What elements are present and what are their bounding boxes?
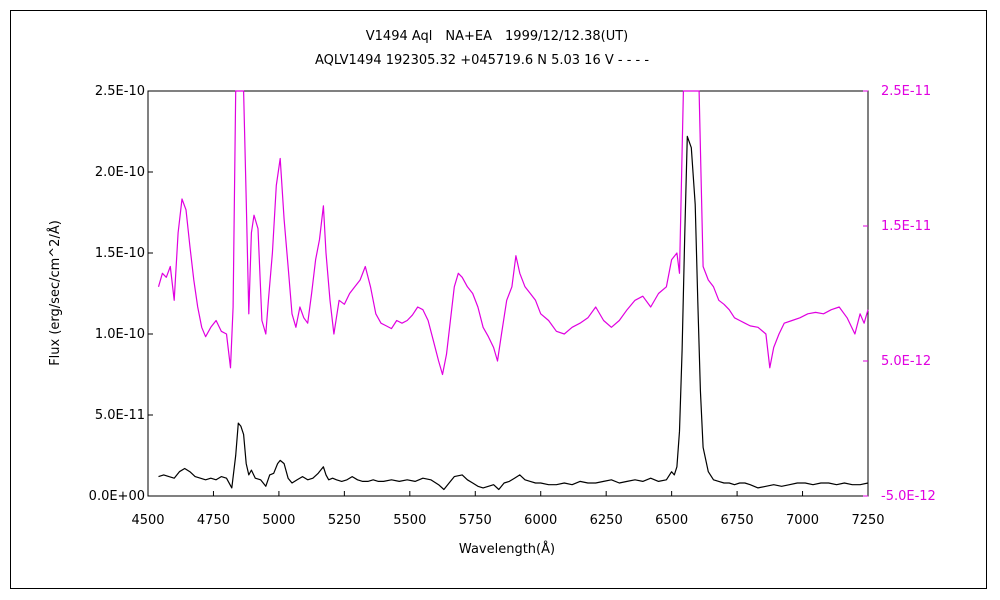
x-tick-label: 7250 <box>851 513 884 528</box>
y2-tick-label: -5.0E-12 <box>881 489 936 504</box>
series-group <box>157 90 869 491</box>
y-axis-label: Flux (erg/sec/cm^2/Å) <box>47 220 63 366</box>
x-tick-label: 4750 <box>197 513 230 528</box>
x-tick-label: 5000 <box>262 513 295 528</box>
y-axis-right: -5.0E-12 5.0E-12 1.5E-11 2.5E-11 <box>863 84 936 504</box>
x-tick-label: 5750 <box>459 513 492 528</box>
y-axis-left: 0.0E+00 5.0E-11 1.0E-10 1.5E-10 2.0E-10 2.5E-… <box>89 84 153 504</box>
y-tick-label: 2.5E-10 <box>95 84 145 99</box>
y2-tick-label: 2.5E-11 <box>881 84 931 99</box>
x-axis-label: Wavelength(Å) <box>459 541 555 557</box>
x-tick-label: 4500 <box>131 513 164 528</box>
series-line-secondary <box>157 90 869 376</box>
y-tick-label: 5.0E-11 <box>95 408 145 423</box>
plot-area <box>147 90 869 497</box>
y2-tick-label: 1.5E-11 <box>881 219 931 234</box>
y-tick-label: 0.0E+00 <box>89 489 145 504</box>
x-tick-label: 6250 <box>590 513 623 528</box>
x-tick-label: 6750 <box>721 513 754 528</box>
y2-tick-label: 5.0E-12 <box>881 354 931 369</box>
x-tick-label: 5250 <box>328 513 361 528</box>
x-tick-label: 6000 <box>524 513 557 528</box>
y-tick-label: 1.0E-10 <box>95 327 145 342</box>
x-axis: 4500 4750 5000 5250 5500 5750 6000 6250 6500 6750… <box>131 491 885 528</box>
chart-subtitle: AQLV1494 192305.32 +045719.6 N 5.03 16 V… <box>315 53 649 68</box>
chart-frame <box>10 10 987 589</box>
y-tick-label: 2.0E-10 <box>95 165 145 180</box>
x-tick-label: 7000 <box>786 513 819 528</box>
y-tick-label: 1.5E-10 <box>95 246 145 261</box>
chart-title: V1494 Aql NA+EA 1999/12/12.38(UT) <box>366 29 628 44</box>
x-tick-label: 5500 <box>393 513 426 528</box>
x-tick-label: 6500 <box>655 513 688 528</box>
series-line-primary <box>158 135 869 491</box>
